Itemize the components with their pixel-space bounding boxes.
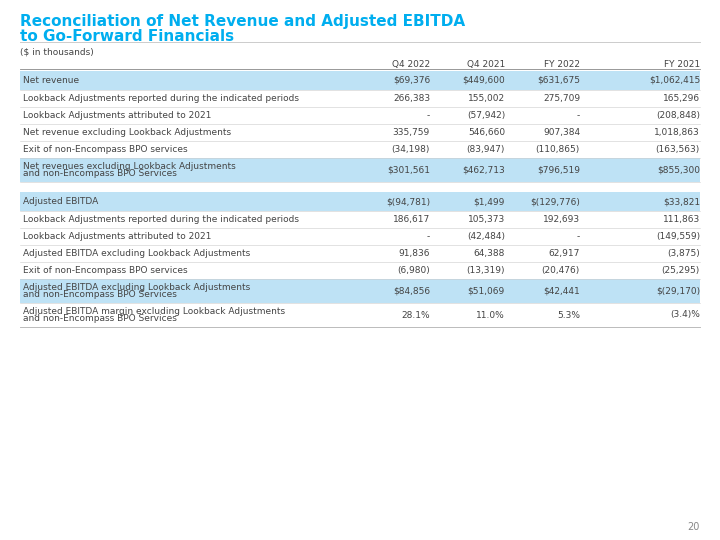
Text: (42,484): (42,484) (467, 232, 505, 241)
Text: ($ in thousands): ($ in thousands) (20, 47, 94, 56)
Text: $301,561: $301,561 (387, 165, 430, 174)
Text: $796,519: $796,519 (537, 165, 580, 174)
Text: 91,836: 91,836 (398, 249, 430, 258)
Text: Net revenues excluding Lookback Adjustments: Net revenues excluding Lookback Adjustme… (23, 162, 235, 171)
Text: Lookback Adjustments attributed to 2021: Lookback Adjustments attributed to 2021 (23, 111, 212, 120)
Text: Lookback Adjustments attributed to 2021: Lookback Adjustments attributed to 2021 (23, 232, 212, 241)
Text: 546,660: 546,660 (468, 128, 505, 137)
Text: FY 2022: FY 2022 (544, 60, 580, 69)
Text: $42,441: $42,441 (544, 287, 580, 295)
Text: 266,383: 266,383 (393, 94, 430, 103)
Text: (83,947): (83,947) (467, 145, 505, 154)
Text: $462,713: $462,713 (462, 165, 505, 174)
Text: (163,563): (163,563) (656, 145, 700, 154)
Bar (20, 141, 700, 158)
Text: -: - (577, 111, 580, 120)
Text: $855,300: $855,300 (657, 165, 700, 174)
Bar (20, 211, 700, 228)
Text: 165,296: 165,296 (663, 94, 700, 103)
Text: (110,865): (110,865) (536, 145, 580, 154)
Text: 155,002: 155,002 (468, 94, 505, 103)
Text: Adjusted EBITDA margin excluding Lookback Adjustments: Adjusted EBITDA margin excluding Lookbac… (23, 307, 285, 316)
Text: $1,499: $1,499 (474, 197, 505, 206)
Text: $1,062,415: $1,062,415 (649, 76, 700, 85)
Text: and non-Encompass BPO Services: and non-Encompass BPO Services (23, 290, 177, 299)
Text: Net revenue excluding Lookback Adjustments: Net revenue excluding Lookback Adjustmen… (23, 128, 231, 137)
Text: (20,476): (20,476) (541, 266, 580, 275)
Bar (20, 262, 700, 279)
Text: 907,384: 907,384 (543, 128, 580, 137)
Bar (20, 71, 700, 90)
Text: -: - (577, 232, 580, 241)
Text: (3,875): (3,875) (667, 249, 700, 258)
Text: 11.0%: 11.0% (476, 310, 505, 320)
Text: 105,373: 105,373 (468, 215, 505, 224)
Text: (3.4)%: (3.4)% (670, 310, 700, 320)
Bar (20, 124, 700, 141)
Text: Adjusted EBITDA excluding Lookback Adjustments: Adjusted EBITDA excluding Lookback Adjus… (23, 249, 251, 258)
Text: $631,675: $631,675 (537, 76, 580, 85)
Text: Adjusted EBITDA: Adjusted EBITDA (23, 197, 98, 206)
Text: Exit of non-Encompass BPO services: Exit of non-Encompass BPO services (23, 145, 188, 154)
Text: 5.3%: 5.3% (557, 310, 580, 320)
Text: $(94,781): $(94,781) (386, 197, 430, 206)
Text: (13,319): (13,319) (467, 266, 505, 275)
Text: 111,863: 111,863 (662, 215, 700, 224)
Text: 192,693: 192,693 (543, 215, 580, 224)
Text: 335,759: 335,759 (392, 128, 430, 137)
Bar (20, 107, 700, 124)
Text: (57,942): (57,942) (467, 111, 505, 120)
Text: and non-Encompass BPO Services: and non-Encompass BPO Services (23, 314, 177, 323)
Bar (20, 228, 700, 245)
Text: Net revenue: Net revenue (23, 76, 79, 85)
Text: -: - (427, 232, 430, 241)
Text: 62,917: 62,917 (549, 249, 580, 258)
Text: Adjusted EBITDA excluding Lookback Adjustments: Adjusted EBITDA excluding Lookback Adjus… (23, 283, 251, 292)
Text: 28.1%: 28.1% (401, 310, 430, 320)
Text: 1,018,863: 1,018,863 (654, 128, 700, 137)
Text: $69,376: $69,376 (392, 76, 430, 85)
Text: $449,600: $449,600 (462, 76, 505, 85)
Text: (25,295): (25,295) (662, 266, 700, 275)
Text: (149,559): (149,559) (656, 232, 700, 241)
Text: $51,069: $51,069 (468, 287, 505, 295)
Text: -: - (427, 111, 430, 120)
Text: Lookback Adjustments reported during the indicated periods: Lookback Adjustments reported during the… (23, 215, 299, 224)
Text: to Go-Forward Financials: to Go-Forward Financials (20, 29, 234, 44)
Text: (208,848): (208,848) (656, 111, 700, 120)
Text: FY 2021: FY 2021 (664, 60, 700, 69)
Text: $84,856: $84,856 (393, 287, 430, 295)
Text: 64,388: 64,388 (474, 249, 505, 258)
Text: 186,617: 186,617 (392, 215, 430, 224)
Text: 275,709: 275,709 (543, 94, 580, 103)
Text: Lookback Adjustments reported during the indicated periods: Lookback Adjustments reported during the… (23, 94, 299, 103)
Bar (20, 192, 700, 211)
Bar (20, 90, 700, 107)
Text: and non-Encompass BPO Services: and non-Encompass BPO Services (23, 169, 177, 178)
Bar (20, 279, 700, 303)
Text: 20: 20 (688, 522, 700, 532)
Bar (20, 303, 700, 327)
Text: Q4 2022: Q4 2022 (392, 60, 430, 69)
Text: Q4 2021: Q4 2021 (467, 60, 505, 69)
Text: (34,198): (34,198) (392, 145, 430, 154)
Text: Exit of non-Encompass BPO services: Exit of non-Encompass BPO services (23, 266, 188, 275)
Bar (20, 245, 700, 262)
Text: $(129,776): $(129,776) (530, 197, 580, 206)
Text: Reconciliation of Net Revenue and Adjusted EBITDA: Reconciliation of Net Revenue and Adjust… (20, 14, 465, 29)
Text: (6,980): (6,980) (397, 266, 430, 275)
Text: $(29,170): $(29,170) (656, 287, 700, 295)
Bar (20, 158, 700, 182)
Text: $33,821: $33,821 (663, 197, 700, 206)
